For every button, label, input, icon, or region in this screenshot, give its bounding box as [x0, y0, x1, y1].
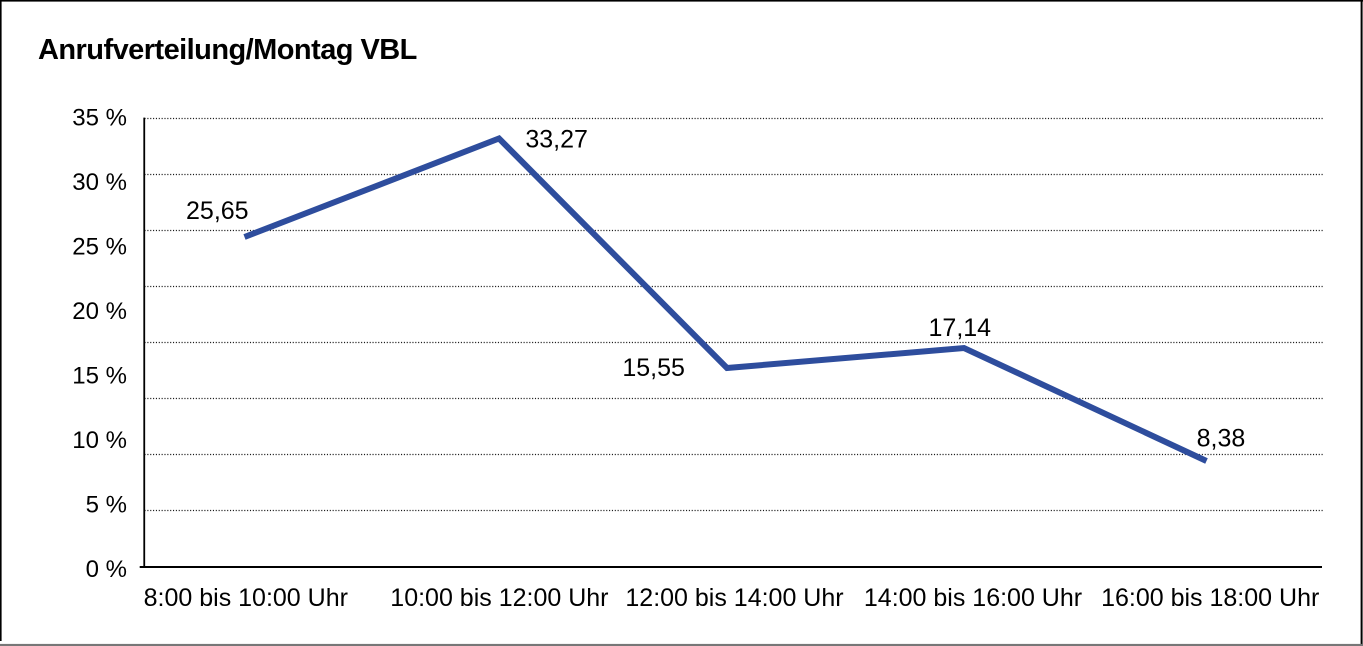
svg-text:17,14: 17,14 [929, 314, 992, 342]
svg-text:25 %: 25 % [72, 234, 127, 261]
svg-text:30 %: 30 % [72, 169, 127, 196]
svg-text:8:00 bis 10:00 Uhr: 8:00 bis 10:00 Uhr [144, 584, 348, 612]
svg-text:8,38: 8,38 [1197, 425, 1246, 453]
svg-text:33,27: 33,27 [525, 126, 588, 154]
svg-text:10:00 bis 12:00 Uhr: 10:00 bis 12:00 Uhr [390, 584, 608, 612]
svg-text:Anrufverteilung/Montag VBL: Anrufverteilung/Montag VBL [38, 34, 417, 66]
svg-text:20 %: 20 % [72, 298, 127, 325]
svg-text:16:00 bis 18:00 Uhr: 16:00 bis 18:00 Uhr [1101, 584, 1319, 612]
svg-text:14:00 bis 16:00 Uhr: 14:00 bis 16:00 Uhr [864, 584, 1082, 612]
svg-text:15 %: 15 % [72, 363, 127, 390]
svg-text:5 %: 5 % [86, 492, 127, 519]
svg-text:0 %: 0 % [86, 556, 127, 583]
svg-text:10 %: 10 % [72, 427, 127, 454]
svg-text:12:00 bis 14:00 Uhr: 12:00 bis 14:00 Uhr [625, 584, 843, 612]
svg-text:25,65: 25,65 [186, 197, 249, 225]
svg-text:35 %: 35 % [72, 105, 127, 132]
svg-text:15,55: 15,55 [622, 354, 685, 382]
